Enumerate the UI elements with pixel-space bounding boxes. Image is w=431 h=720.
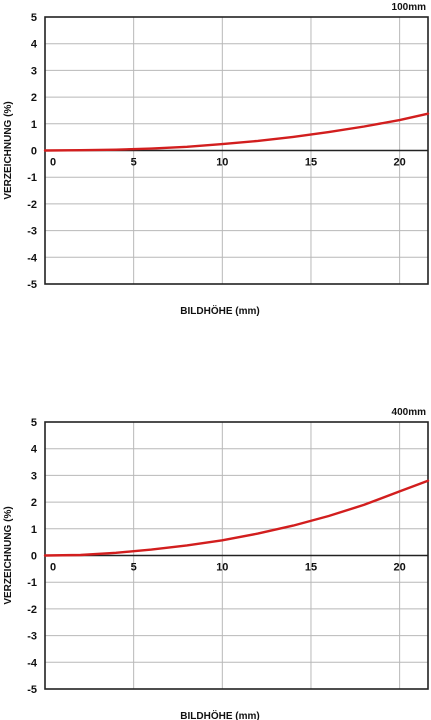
x-tick-label: 0 bbox=[50, 562, 56, 574]
x-tick-label: 15 bbox=[305, 157, 317, 169]
y-tick-label: -2 bbox=[27, 604, 37, 616]
distortion-chart-100mm: 5 4 3 2 1 0 -1 -2 -3 -4 -5 0 5 10 15 20 100mm BILDHÖHE (m… bbox=[0, 0, 431, 320]
y-tick-label: 2 bbox=[31, 497, 37, 509]
y-tick-label: 1 bbox=[31, 119, 37, 131]
x-tick-label: 20 bbox=[394, 157, 406, 169]
x-axis-title: BILDHÖHE (mm) bbox=[180, 304, 259, 317]
y-tick-label: 3 bbox=[31, 65, 37, 77]
x-tick-label: 0 bbox=[50, 157, 56, 169]
y-tick-label: -2 bbox=[27, 199, 37, 211]
x-axis-title: BILDHÖHE (mm) bbox=[180, 709, 259, 720]
y-tick-label: 0 bbox=[31, 551, 37, 563]
focal-length-label: 100mm bbox=[392, 2, 427, 13]
y-tick-label: -3 bbox=[27, 631, 37, 643]
distortion-curve bbox=[43, 112, 430, 152]
distortion-curve bbox=[43, 479, 430, 557]
y-tick-label: 5 bbox=[31, 417, 37, 429]
y-tick-label: -3 bbox=[27, 226, 37, 238]
x-tick-label: 5 bbox=[131, 157, 137, 169]
x-tick-label: 15 bbox=[305, 562, 317, 574]
y-tick-label: -5 bbox=[27, 684, 37, 696]
x-tick-label: 10 bbox=[216, 562, 228, 574]
y-tick-label: 5 bbox=[31, 12, 37, 24]
y-tick-label: 0 bbox=[31, 146, 37, 158]
y-tick-label: 3 bbox=[31, 470, 37, 482]
x-tick-label: 5 bbox=[131, 562, 137, 574]
y-tick-label: 4 bbox=[31, 444, 38, 456]
y-tick-label: -1 bbox=[27, 577, 37, 589]
y-tick-label: 2 bbox=[31, 92, 37, 104]
y-axis-title: VERZEICHNUNG (%) bbox=[3, 506, 14, 604]
x-tick-label: 20 bbox=[394, 562, 406, 574]
y-tick-label: -1 bbox=[27, 172, 37, 184]
y-tick-label: 4 bbox=[31, 39, 38, 51]
focal-length-label: 400mm bbox=[392, 407, 427, 418]
y-tick-label: 1 bbox=[31, 524, 37, 536]
y-tick-label: -4 bbox=[27, 252, 38, 264]
y-tick-label: -5 bbox=[27, 279, 37, 291]
y-tick-label: -4 bbox=[27, 657, 38, 669]
y-axis-title: VERZEICHNUNG (%) bbox=[3, 101, 14, 199]
distortion-chart-400mm: 5 4 3 2 1 0 -1 -2 -3 -4 -5 0 5 10 15 20 400mm BILDHÖHE (m… bbox=[0, 404, 431, 720]
x-tick-label: 10 bbox=[216, 157, 228, 169]
